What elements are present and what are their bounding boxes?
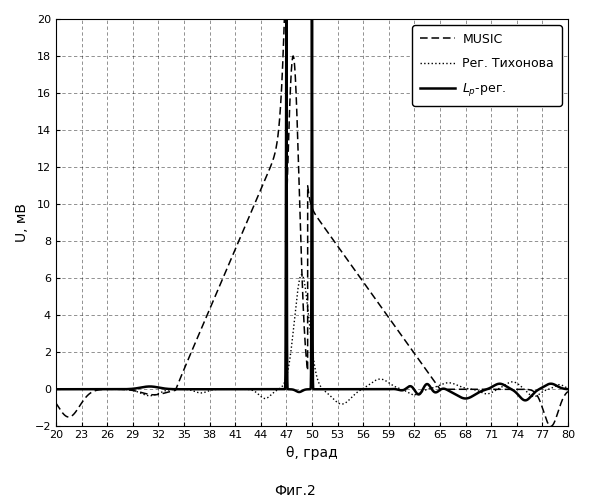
Рег. Тихонова [129,387,136,393]
Рег. Тихонова [298,272,305,278]
Рег. Тихонова [338,401,345,407]
MUSIC [565,388,572,394]
MUSIC [79,398,86,404]
$L_p$-рег. [79,386,86,392]
Рег. Тихонова [53,386,60,392]
Рег. Тихонова [364,383,371,389]
$L_p$-рег. [314,386,322,392]
$L_p$-рег. [565,386,572,392]
Y-axis label: U, мВ: U, мВ [15,203,29,242]
Рег. Тихонова [185,386,192,392]
$L_p$-рег. [185,386,192,392]
MUSIC [129,388,136,394]
MUSIC [53,400,60,406]
$L_p$-рег. [129,386,136,392]
MUSIC [322,226,329,232]
MUSIC [548,424,555,430]
MUSIC [364,284,371,290]
Line: $L_p$-рег.: $L_p$-рег. [56,10,568,400]
Рег. Тихонова [79,386,86,392]
Рег. Тихонова [565,386,572,392]
$L_p$-рег. [53,386,60,392]
Legend: MUSIC, Рег. Тихонова, $L_p$-рег.: MUSIC, Рег. Тихонова, $L_p$-рег. [412,25,562,106]
Рег. Тихонова [322,388,329,394]
MUSIC [314,216,322,222]
Line: Рег. Тихонова: Рег. Тихонова [56,274,568,404]
MUSIC [185,356,192,362]
Line: MUSIC: MUSIC [56,0,568,426]
Рег. Тихонова [314,378,322,384]
$L_p$-рег. [322,386,329,392]
X-axis label: θ, град: θ, град [286,446,338,460]
Text: Фиг.2: Фиг.2 [274,484,316,498]
$L_p$-рег. [283,8,290,14]
$L_p$-рег. [364,386,371,392]
$L_p$-рег. [522,398,529,404]
